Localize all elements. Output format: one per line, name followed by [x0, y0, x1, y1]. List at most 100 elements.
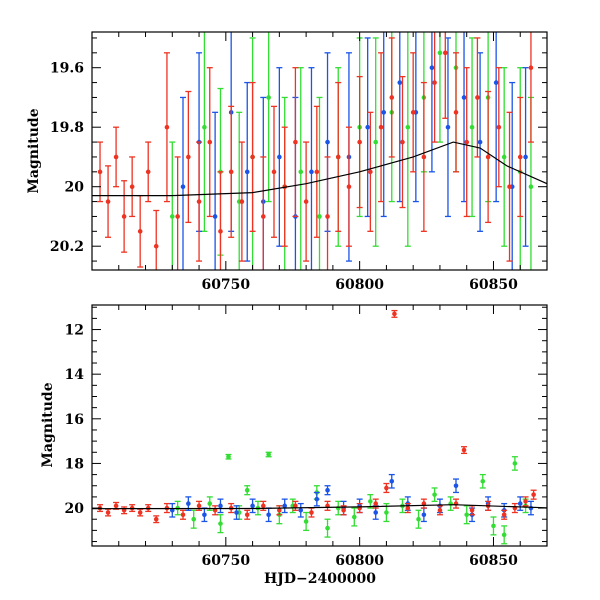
marker-blue	[478, 140, 483, 145]
y-tick-label: 19.8	[50, 120, 84, 136]
marker-blue	[325, 140, 330, 145]
marker-blue	[309, 170, 314, 175]
marker-blue	[315, 497, 320, 502]
marker-blue	[430, 65, 435, 70]
y-tick-label: 19.6	[50, 61, 84, 77]
light-curve-figure: 60750 60800 6085019.619.82020.2 Magnitude …	[0, 0, 600, 600]
marker-green	[480, 479, 485, 484]
marker-green	[529, 184, 534, 189]
x-tick-label: 60850	[469, 553, 518, 569]
marker-red	[531, 492, 536, 497]
marker-green	[202, 125, 207, 130]
marker-blue	[218, 504, 223, 509]
marker-blue	[462, 95, 467, 100]
marker-red	[400, 140, 405, 145]
marker-red	[373, 501, 378, 506]
marker-green	[368, 499, 373, 504]
marker-red	[261, 214, 266, 219]
marker-blue	[298, 508, 303, 513]
y-tick-label: 20.2	[50, 239, 84, 255]
marker-red	[207, 140, 212, 145]
marker-green	[317, 214, 322, 219]
marker-red	[106, 510, 111, 515]
marker-blue	[202, 512, 207, 517]
marker-red	[443, 51, 448, 56]
marker-blue	[186, 501, 191, 506]
marker-red	[325, 214, 330, 219]
marker-blue	[529, 506, 534, 511]
marker-green	[406, 125, 411, 130]
y-tick-label: 18	[65, 456, 84, 472]
marker-red	[304, 199, 309, 204]
marker-blue	[397, 80, 402, 85]
marker-red	[98, 170, 103, 175]
marker-green	[207, 501, 212, 506]
marker-green	[298, 170, 303, 175]
marker-red	[368, 170, 373, 175]
y-tick-label: 20	[65, 501, 85, 517]
data-point-green	[226, 454, 232, 459]
marker-green	[491, 524, 496, 529]
marker-blue	[277, 155, 282, 160]
marker-blue	[446, 125, 451, 130]
marker-red	[261, 504, 266, 509]
bottom-y-axis-label: Magnitude	[40, 382, 56, 467]
marker-red	[309, 510, 314, 515]
marker-red	[406, 506, 411, 511]
marker-blue	[250, 504, 255, 509]
marker-blue	[245, 170, 250, 175]
marker-blue	[518, 501, 523, 506]
marker-red	[518, 155, 523, 160]
marker-blue	[365, 125, 370, 130]
marker-blue	[181, 184, 186, 189]
marker-green	[170, 214, 175, 219]
marker-red	[502, 512, 507, 517]
marker-red	[218, 229, 223, 234]
marker-red	[165, 125, 170, 130]
marker-green	[438, 51, 443, 56]
marker-red	[475, 95, 480, 100]
marker-red	[529, 65, 534, 70]
marker-red	[272, 170, 277, 175]
marker-red	[197, 199, 202, 204]
marker-green	[218, 521, 223, 526]
marker-green	[245, 488, 250, 493]
y-tick-label: 16	[65, 412, 84, 428]
marker-blue	[494, 80, 499, 85]
marker-red	[384, 486, 389, 491]
marker-red	[315, 170, 320, 175]
marker-green	[304, 519, 309, 524]
data-point-green	[266, 452, 272, 457]
marker-green	[416, 517, 421, 522]
marker-green	[513, 461, 518, 466]
marker-blue	[373, 510, 378, 515]
marker-red	[347, 184, 352, 189]
marker-red	[130, 184, 135, 189]
marker-green	[191, 517, 196, 522]
marker-blue	[266, 512, 271, 517]
top-y-axis-label: Magnitude	[26, 108, 42, 193]
marker-red	[106, 199, 111, 204]
marker-green	[266, 452, 271, 457]
marker-green	[432, 492, 437, 497]
marker-blue	[325, 488, 330, 493]
bottom-x-axis-label: HJD−2400000	[264, 571, 376, 587]
marker-green	[325, 526, 330, 531]
marker-red	[507, 184, 512, 189]
x-tick-label: 60800	[335, 553, 384, 569]
marker-red	[146, 170, 151, 175]
marker-green	[464, 512, 469, 517]
marker-red	[114, 504, 119, 509]
marker-blue	[454, 483, 459, 488]
x-tick-label: 60800	[335, 277, 384, 293]
marker-blue	[523, 155, 528, 160]
marker-red	[240, 199, 245, 204]
marker-red	[379, 125, 384, 130]
marker-red	[293, 140, 298, 145]
marker-red	[438, 508, 443, 513]
marker-green	[336, 506, 341, 511]
marker-red	[454, 110, 459, 115]
marker-red	[462, 448, 467, 453]
marker-red	[138, 229, 143, 234]
y-tick-label: 14	[65, 367, 85, 383]
